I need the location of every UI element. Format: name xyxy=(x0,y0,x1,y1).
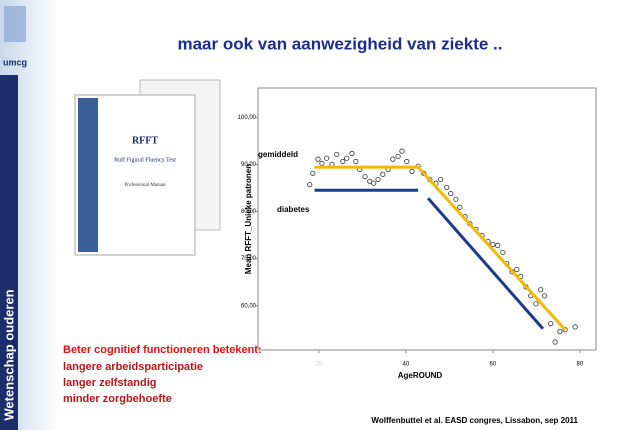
point xyxy=(501,250,505,254)
y-tick-label: 70,00 xyxy=(241,256,257,262)
x-axis-label: AgeROUND xyxy=(398,371,443,380)
point xyxy=(391,157,395,161)
book-title: RFFT xyxy=(132,135,158,146)
point xyxy=(410,169,414,173)
y-tick-label: 60,00 xyxy=(241,303,257,309)
x-tick-label: 80 xyxy=(577,362,584,368)
point xyxy=(573,325,577,329)
message-head: Beter cognitief functioneren betekent: xyxy=(63,344,262,356)
point xyxy=(345,156,349,160)
point xyxy=(439,177,443,181)
point xyxy=(539,287,543,291)
point xyxy=(335,152,339,156)
book-spine xyxy=(78,98,98,252)
plot-area xyxy=(258,88,596,350)
book-manual: Professional Manual xyxy=(124,183,166,188)
point xyxy=(534,302,538,306)
point xyxy=(542,294,546,298)
point xyxy=(363,174,367,178)
point xyxy=(553,340,557,344)
point xyxy=(316,157,320,161)
point xyxy=(372,181,376,185)
point xyxy=(515,267,519,271)
point xyxy=(308,182,312,186)
citation: Wolffenbuttel et al. EASD congres, Lissa… xyxy=(371,416,578,425)
y-tick-label: 90,00 xyxy=(241,162,257,168)
point xyxy=(350,151,354,155)
point xyxy=(449,191,453,195)
series-label: gemiddeld xyxy=(258,150,298,159)
series-label: diabetes xyxy=(277,205,310,214)
message-line: langere arbeidsparticipatie xyxy=(63,361,203,373)
message-line: minder zorgbehoefte xyxy=(63,393,172,405)
sidebar-text: Wetenschap ouderen xyxy=(1,289,16,420)
slide: Wetenschap ouderen umcg maar ook van aan… xyxy=(0,0,621,430)
x-tick-label: 40 xyxy=(403,362,410,368)
point xyxy=(454,197,458,201)
y-tick-label: 100,00 xyxy=(238,115,257,121)
book-subtitle: Ruff Figural Fluency Test xyxy=(114,156,176,163)
point xyxy=(376,177,380,181)
point xyxy=(325,156,329,160)
point xyxy=(311,171,315,175)
logo-icon xyxy=(4,6,26,42)
point xyxy=(396,154,400,158)
point xyxy=(400,149,404,153)
point xyxy=(381,172,385,176)
point xyxy=(458,205,462,209)
point xyxy=(354,159,358,163)
y-tick-label: 80,00 xyxy=(241,209,257,215)
slide-title: maar ook van aanwezigheid van ziekte .. xyxy=(177,34,502,53)
point xyxy=(445,185,449,189)
point xyxy=(558,329,562,333)
point xyxy=(320,161,324,165)
message-line: langer zelfstandig xyxy=(63,377,157,389)
point xyxy=(405,159,409,163)
point xyxy=(495,243,499,247)
logo: umcg xyxy=(3,57,27,67)
point xyxy=(549,321,553,325)
x-tick-label: 60 xyxy=(490,362,497,368)
point xyxy=(341,159,345,163)
x-tick-label: 20 xyxy=(316,362,323,368)
